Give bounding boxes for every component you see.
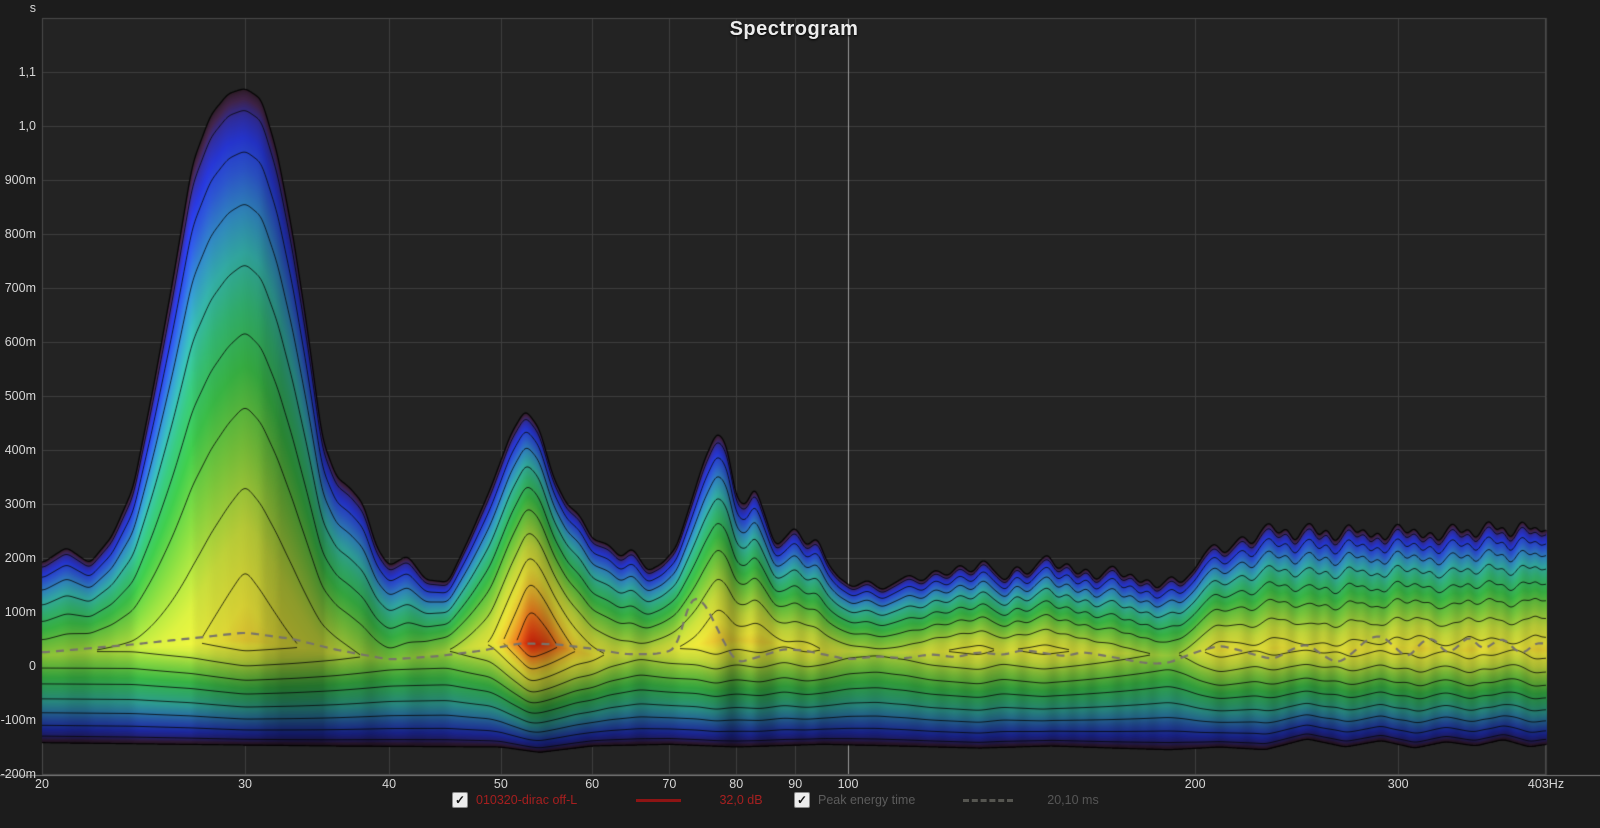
chart-title: Spectrogram bbox=[729, 18, 859, 40]
measurement-label: 010320-dirac off-L bbox=[476, 793, 578, 807]
y-tick-label: 300m bbox=[4, 497, 36, 511]
x-tick-label: 70 bbox=[662, 777, 677, 791]
y-tick-label: 800m bbox=[4, 227, 36, 241]
y-tick-label: -200m bbox=[0, 767, 36, 781]
x-tick-label: 90 bbox=[788, 777, 803, 791]
x-tick-label: 50 bbox=[493, 777, 508, 791]
y-tick-label: -100m bbox=[0, 713, 36, 727]
y-tick-label: 1,1 bbox=[18, 65, 36, 79]
y-tick-label: 1,0 bbox=[18, 119, 36, 133]
x-tick-label: 80 bbox=[729, 777, 744, 791]
measurement-checkbox[interactable]: ✓ bbox=[452, 792, 468, 808]
y-tick-label: 700m bbox=[4, 281, 36, 295]
x-tick-label: 40 bbox=[382, 777, 397, 791]
check-icon: ✓ bbox=[454, 793, 466, 807]
check-icon: ✓ bbox=[796, 793, 808, 807]
y-axis-unit-label: s bbox=[29, 1, 36, 15]
peak-energy-line-sample bbox=[963, 798, 1013, 802]
y-tick-label: 200m bbox=[4, 551, 36, 565]
x-tick-label: 200 bbox=[1184, 777, 1206, 791]
x-tick-label: 403Hz bbox=[1527, 777, 1565, 791]
x-tick-label: 30 bbox=[238, 777, 252, 791]
y-tick-label: 500m bbox=[4, 389, 36, 403]
y-tick-label: 900m bbox=[4, 173, 36, 187]
x-tick-label: 100 bbox=[837, 777, 859, 791]
y-tick-label: 600m bbox=[4, 335, 36, 349]
legend-bar: ✓ 010320-dirac off-L 32,0 dB ✓ Peak ener… bbox=[452, 791, 1113, 809]
y-tick-label: 0 bbox=[29, 659, 36, 673]
peak-energy-value: 20,10 ms bbox=[1047, 793, 1099, 807]
x-tick-label: 300 bbox=[1387, 777, 1409, 791]
y-tick-label: 400m bbox=[4, 443, 36, 457]
x-tick-label: 60 bbox=[585, 777, 600, 791]
measurement-level-value: 32,0 dB bbox=[719, 793, 763, 807]
peak-energy-checkbox[interactable]: ✓ bbox=[794, 792, 810, 808]
peak-energy-label: Peak energy time bbox=[818, 793, 916, 807]
y-tick-label: 100m bbox=[4, 605, 36, 619]
x-tick-label: 20 bbox=[35, 777, 49, 791]
measurement-line-sample bbox=[636, 798, 681, 802]
